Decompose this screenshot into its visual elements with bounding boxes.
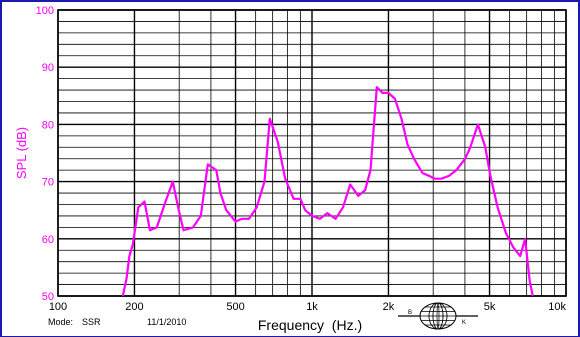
mode-value: SSR <box>82 317 101 327</box>
y-tick-label: 50 <box>42 291 54 303</box>
spl-curve <box>121 86 534 296</box>
plot-border <box>57 9 567 297</box>
x-tick-label: 1k <box>306 301 318 313</box>
logo-letter-k: K <box>462 320 466 326</box>
y-tick-label: 70 <box>42 177 54 189</box>
y-tick-label: 90 <box>42 62 54 74</box>
x-tick-label: 200 <box>125 301 143 313</box>
y-tick-label: 60 <box>42 234 54 246</box>
x-tick-label: 2k <box>383 301 395 313</box>
mode-label: Mode: <box>48 317 74 327</box>
y-tick-label: 100 <box>36 5 54 17</box>
x-tick-label: 5k <box>484 301 496 313</box>
bk-logo: BK <box>398 302 478 330</box>
x-tick-label: 500 <box>226 301 244 313</box>
y-axis-label: SPL (dB) <box>14 127 29 179</box>
x-tick-label: 100 <box>49 301 67 313</box>
logo-letter-b: B <box>408 310 412 316</box>
y-tick-label: 80 <box>42 119 54 131</box>
x-axis-label: Frequency (Hz.) <box>258 317 362 333</box>
x-tick-label: 10k <box>548 301 566 313</box>
date-text: 11/1/2010 <box>147 317 187 327</box>
